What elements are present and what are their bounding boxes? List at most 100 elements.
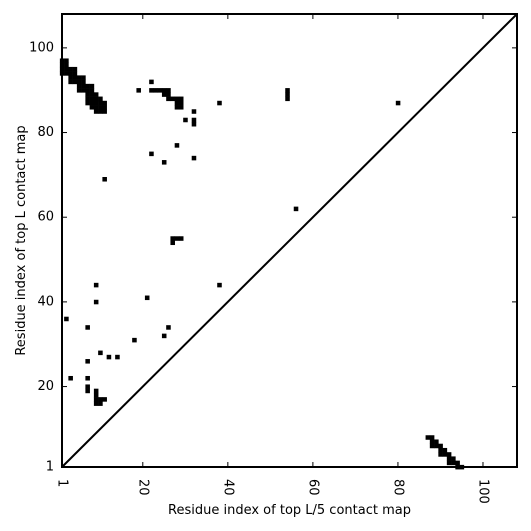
contact-cell-top-l [93,105,99,110]
contact-cell-top-l [217,282,222,288]
contact-cell-top-l5 [438,452,443,457]
contact-cell-top-l [149,151,154,157]
contact-cell-top-l [174,105,180,110]
y-tick-label: 100 [29,40,54,55]
contact-cell-top-l [217,100,222,106]
contact-cell-top-l [85,100,90,106]
contact-cell-top-l [170,240,175,246]
contact-cell-top-l5 [446,460,452,466]
contact-cell-top-l [285,96,290,102]
y-tick-label: 60 [37,210,54,225]
contact-cell-top-l [93,96,99,102]
contact-cell-top-l [191,121,197,127]
contact-cell-top-l [64,58,69,63]
x-tick-label: 40 [220,479,235,496]
contact-cell-top-l [85,384,90,389]
y-tick-label: 20 [37,379,54,394]
contact-cell-top-l [149,88,154,93]
contact-cell-top-l5 [429,443,435,449]
x-axis-label: Residue index of top L/5 contact map [168,503,411,518]
contact-cell-top-l [72,75,78,80]
contact-cell-top-l [191,109,197,114]
contact-cell-top-l [183,117,188,123]
contact-cell-top-l [98,401,103,406]
contact-cell-top-l5 [429,435,435,440]
contact-cell-top-l [98,350,103,356]
diagonal-line [61,13,518,468]
contact-cell-top-l5 [438,447,443,453]
contact-cell-top-l [76,79,82,85]
contact-cell-top-l5 [451,460,456,466]
contact-cell-top-l [64,66,69,72]
contact-cell-top-l [85,88,90,93]
contact-cell-top-l5 [455,460,460,466]
contact-cell-top-l [166,88,171,93]
contact-cell-top-l [161,333,167,339]
contact-cell-top-l [64,316,69,322]
plot-frame [61,13,518,468]
contact-cell-top-l [85,83,90,89]
contact-cell-top-l [93,100,99,106]
contact-cell-top-l [93,388,99,394]
contact-cell-top-l [72,71,78,76]
contact-cell-top-l [93,92,99,97]
contact-cell-top-l [93,397,99,402]
contact-cell-top-l [178,100,184,106]
contact-cell-top-l [68,71,73,76]
contact-cells [59,58,465,470]
contact-cell-top-l [81,75,86,80]
contact-cell-top-l [115,354,120,360]
contact-cell-top-l [102,176,107,182]
contact-cell-top-l [149,79,154,85]
contact-cell-top-l5 [425,435,431,440]
contact-cell-top-l [98,109,103,114]
contact-cell-top-l [85,325,90,330]
contact-cell-top-l [89,100,95,106]
contact-cell-top-l [89,96,95,102]
contact-cell-top-l [178,96,184,102]
contact-cell-top-l [68,375,73,381]
contact-cell-top-l [166,96,171,102]
contact-cell-top-l [89,88,95,93]
contact-cell-top-l [178,236,184,241]
contact-cell-top-l [293,206,299,212]
contact-cell-top-l [85,96,90,102]
contact-cell-top-l [81,79,86,85]
x-tick-label: 1 [55,479,70,487]
contact-cell-top-l [161,88,167,93]
contact-cell-top-l [81,83,86,89]
contact-cell-top-l [144,295,150,301]
contact-cell-top-l [102,397,107,402]
contact-cell-top-l [174,96,180,102]
contact-cell-top-l [93,401,99,406]
contact-cell-top-l [72,79,78,85]
contact-cell-top-l [89,83,95,89]
contact-cell-top-l [102,109,107,114]
contact-cell-top-l5 [446,456,452,461]
contact-cell-top-l [102,105,107,110]
y-tick-label: 1 [46,460,54,475]
contact-cell-top-l [93,392,99,398]
contact-cell-top-l [64,62,69,68]
contact-cell-top-l5 [442,447,448,453]
contact-cell-top-l [89,92,95,97]
contact-cell-top-l [68,75,73,80]
contact-cell-top-l [85,92,90,97]
contact-cell-top-l [72,66,78,72]
contact-cell-top-l [81,88,86,93]
contact-cell-top-l [170,96,175,102]
contact-cell-top-l [85,375,90,381]
contact-cell-top-l [191,155,197,161]
contact-cell-top-l [98,96,103,102]
contact-cell-top-l [166,325,171,330]
contact-cell-top-l5 [438,443,443,449]
y-tick-label: 80 [37,125,54,140]
contact-cell-top-l [89,105,95,110]
contact-cell-top-l [68,79,73,85]
contact-cell-top-l [157,88,163,93]
contact-cell-top-l [98,105,103,110]
y-axis-label: Residue index of top L contact map [14,125,29,355]
contact-cell-top-l5 [429,439,435,445]
contact-cell-top-l [64,71,69,76]
